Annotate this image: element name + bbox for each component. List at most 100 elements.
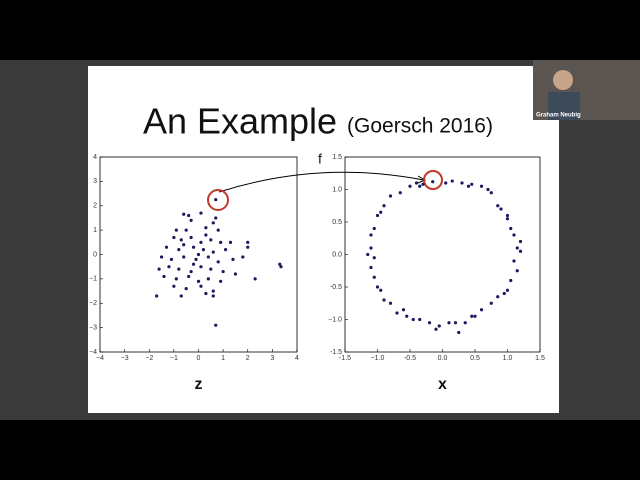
x-tick-label: 1.5 — [535, 355, 545, 362]
point — [444, 181, 448, 185]
point — [191, 262, 196, 266]
point — [184, 228, 188, 232]
point — [182, 243, 186, 247]
point — [369, 246, 373, 250]
point — [214, 323, 218, 327]
point — [191, 245, 196, 249]
point — [375, 285, 380, 289]
point — [155, 294, 159, 298]
point — [489, 301, 493, 305]
point — [199, 240, 203, 244]
point — [201, 248, 206, 252]
point — [174, 228, 178, 232]
point — [418, 317, 422, 322]
point — [509, 226, 513, 231]
point — [466, 184, 471, 188]
point — [453, 321, 458, 325]
point — [372, 256, 376, 260]
point — [408, 184, 412, 188]
point — [375, 213, 380, 218]
point — [189, 235, 193, 240]
point — [489, 191, 493, 195]
point — [216, 228, 220, 232]
point — [216, 260, 220, 264]
webcam-person — [548, 92, 580, 120]
point — [499, 207, 503, 211]
x-tick-label: 2 — [246, 355, 250, 362]
x-tick-label: 0 — [197, 355, 201, 362]
x-tick-label: −1 — [170, 355, 178, 362]
x-tick-label: 0.0 — [438, 355, 448, 362]
y-tick-label: 0.5 — [332, 219, 342, 226]
point — [505, 288, 510, 292]
highlight-circle — [423, 170, 443, 190]
point — [372, 275, 376, 279]
point — [518, 239, 523, 244]
point — [427, 321, 432, 325]
point — [157, 267, 161, 271]
point — [518, 249, 523, 253]
point — [369, 265, 373, 270]
point — [278, 262, 282, 266]
point — [211, 289, 215, 293]
webcam-person — [553, 70, 573, 90]
point — [505, 213, 510, 218]
y-tick-label: −2 — [89, 300, 97, 307]
point — [379, 210, 383, 214]
point — [187, 274, 191, 279]
point — [431, 180, 435, 184]
x-axis-label: x — [438, 376, 447, 393]
point — [479, 308, 484, 312]
point — [437, 324, 441, 328]
point — [388, 194, 393, 198]
point — [496, 295, 500, 299]
point — [414, 181, 419, 185]
y-tick-label: 2 — [93, 203, 97, 210]
point — [231, 257, 235, 261]
point — [515, 269, 519, 273]
point — [211, 294, 215, 298]
y-tick-label: 1 — [93, 227, 97, 234]
x-tick-label: −1.0 — [371, 355, 385, 362]
x-tick-label: 1.0 — [503, 355, 513, 362]
point — [228, 240, 233, 244]
arrow — [218, 171, 425, 193]
arrow-label: f — [318, 151, 322, 167]
y-tick-label: −4 — [89, 349, 97, 356]
x-tick-label: -1.5 — [339, 355, 351, 362]
point — [219, 240, 223, 244]
point — [206, 255, 210, 259]
y-tick-label: −3 — [89, 324, 97, 331]
point — [209, 238, 213, 242]
point — [470, 182, 474, 186]
point — [398, 191, 402, 195]
point — [246, 240, 250, 244]
point — [179, 294, 183, 298]
point — [395, 311, 399, 315]
point — [515, 246, 519, 250]
point — [194, 257, 198, 261]
point — [382, 204, 386, 208]
slide-title: An Example — [143, 101, 337, 142]
point — [512, 233, 516, 237]
point — [434, 327, 438, 331]
point — [179, 238, 183, 242]
highlight-circle — [207, 189, 229, 211]
point — [463, 321, 467, 325]
y-tick-label: 0 — [93, 251, 97, 258]
point — [184, 287, 188, 291]
point — [206, 277, 210, 281]
point — [167, 265, 171, 269]
point — [470, 314, 474, 318]
point — [204, 291, 208, 296]
point — [199, 284, 203, 288]
point — [279, 265, 283, 269]
point — [512, 259, 516, 263]
slide — [88, 66, 559, 413]
point — [204, 226, 208, 230]
point — [505, 217, 510, 221]
point — [214, 198, 218, 202]
point — [223, 248, 228, 252]
